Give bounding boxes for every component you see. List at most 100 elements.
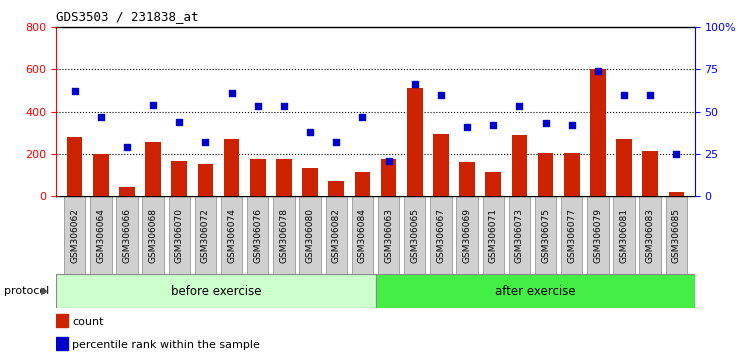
Point	[357, 114, 369, 119]
Bar	[614, 196, 635, 274]
Bar	[195, 196, 216, 274]
Text: GSM306069: GSM306069	[463, 208, 472, 263]
Bar	[302, 168, 318, 196]
Bar	[564, 153, 580, 196]
Point	[382, 158, 394, 164]
Point	[200, 139, 212, 145]
Text: GSM306080: GSM306080	[306, 208, 315, 263]
Bar	[250, 159, 266, 196]
Point	[566, 122, 578, 128]
Point	[95, 114, 107, 119]
Bar	[485, 172, 501, 196]
Point	[304, 129, 316, 135]
Bar	[665, 196, 687, 274]
Bar	[561, 196, 583, 274]
Bar	[116, 196, 137, 274]
Text: GSM306075: GSM306075	[541, 208, 550, 263]
Text: GSM306079: GSM306079	[593, 208, 602, 263]
Text: GSM306083: GSM306083	[646, 208, 655, 263]
Text: GDS3503 / 231838_at: GDS3503 / 231838_at	[56, 10, 199, 23]
Bar	[381, 159, 397, 196]
Text: GSM306078: GSM306078	[279, 208, 288, 263]
Bar	[433, 134, 449, 196]
Point	[409, 81, 421, 87]
Text: GSM306066: GSM306066	[122, 208, 131, 263]
Bar	[224, 139, 240, 196]
Bar	[538, 153, 553, 196]
Bar	[90, 196, 112, 274]
Bar	[119, 187, 135, 196]
Bar	[404, 196, 426, 274]
Point	[435, 92, 447, 97]
Bar	[145, 142, 161, 196]
Text: after exercise: after exercise	[495, 285, 575, 298]
Bar	[67, 137, 83, 196]
Text: GSM306077: GSM306077	[567, 208, 576, 263]
Text: GSM306063: GSM306063	[384, 208, 393, 263]
Bar	[328, 181, 344, 196]
Text: GSM306072: GSM306072	[201, 208, 210, 263]
Text: GSM306067: GSM306067	[436, 208, 445, 263]
Bar	[590, 69, 606, 196]
Bar	[616, 139, 632, 196]
Point	[514, 104, 526, 109]
Bar	[376, 274, 695, 308]
Text: GSM306068: GSM306068	[149, 208, 158, 263]
Text: count: count	[72, 317, 104, 327]
Bar	[430, 196, 451, 274]
Bar	[587, 196, 608, 274]
Bar	[639, 196, 661, 274]
Text: percentile rank within the sample: percentile rank within the sample	[72, 340, 260, 350]
Bar	[508, 196, 530, 274]
Bar	[276, 159, 292, 196]
Text: GSM306082: GSM306082	[332, 208, 341, 263]
Point	[618, 92, 630, 97]
Bar	[668, 192, 684, 196]
Bar	[221, 196, 243, 274]
Text: GSM306085: GSM306085	[672, 208, 681, 263]
Point	[330, 139, 342, 145]
Bar	[535, 196, 556, 274]
Bar	[378, 196, 400, 274]
Point	[68, 88, 80, 94]
Bar	[511, 135, 527, 196]
Point	[487, 122, 499, 128]
Bar	[56, 274, 376, 308]
Text: GSM306070: GSM306070	[175, 208, 184, 263]
Bar	[171, 161, 187, 196]
Text: GSM306062: GSM306062	[70, 208, 79, 263]
Text: GSM306076: GSM306076	[253, 208, 262, 263]
Bar	[482, 196, 504, 274]
Bar	[354, 172, 370, 196]
Bar	[325, 196, 347, 274]
Point	[252, 104, 264, 109]
Text: GSM306084: GSM306084	[358, 208, 367, 263]
Text: GSM306074: GSM306074	[227, 208, 236, 263]
Bar	[407, 88, 423, 196]
Bar	[56, 337, 68, 350]
Text: GSM306064: GSM306064	[96, 208, 105, 263]
Point	[644, 92, 656, 97]
Bar	[300, 196, 321, 274]
Point	[539, 121, 551, 126]
Point	[173, 119, 185, 125]
Bar	[247, 196, 269, 274]
Point	[121, 144, 133, 150]
Bar	[457, 196, 478, 274]
Bar	[143, 196, 164, 274]
Text: before exercise: before exercise	[170, 285, 261, 298]
Bar	[56, 314, 68, 327]
Text: GSM306081: GSM306081	[620, 208, 629, 263]
Bar	[351, 196, 373, 274]
Text: GSM306065: GSM306065	[410, 208, 419, 263]
Point	[592, 68, 604, 74]
Point	[461, 124, 473, 130]
Bar	[273, 196, 294, 274]
Bar	[64, 196, 86, 274]
Text: GSM306071: GSM306071	[489, 208, 498, 263]
Bar	[459, 162, 475, 196]
Point	[278, 104, 290, 109]
Point	[225, 90, 237, 96]
Bar	[168, 196, 190, 274]
Text: GSM306073: GSM306073	[515, 208, 524, 263]
